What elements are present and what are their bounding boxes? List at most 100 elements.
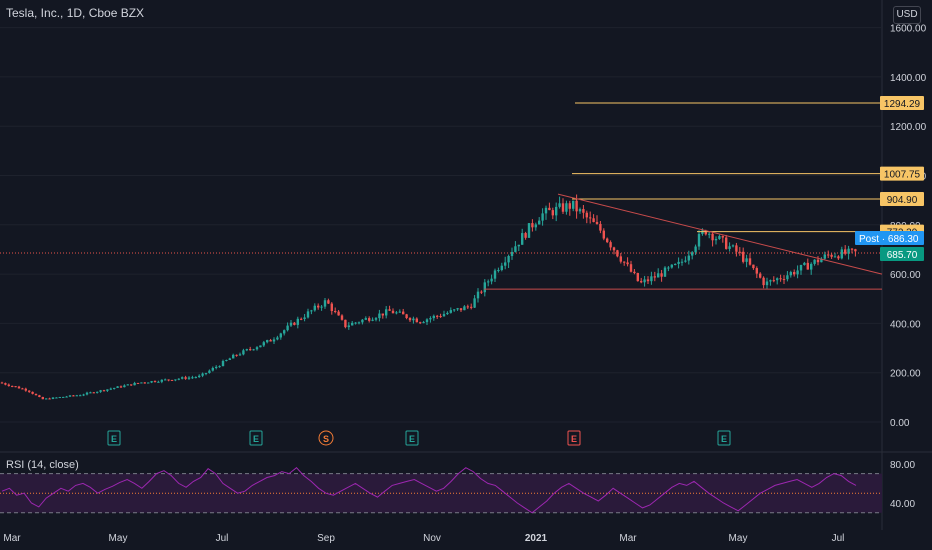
candle-body (62, 396, 65, 398)
event-code: S (323, 434, 329, 444)
candle-body (361, 319, 364, 323)
candle-body (572, 200, 575, 209)
candle-body (136, 382, 140, 384)
candle-body (191, 377, 194, 379)
earnings-event-icon (249, 430, 263, 446)
candle-body (500, 265, 503, 271)
candle-body (473, 298, 476, 308)
candle-body (643, 279, 646, 283)
candle-body (279, 333, 282, 338)
candle-body (524, 233, 527, 238)
candle-body (238, 354, 242, 356)
candle-body (772, 280, 775, 282)
candle-body (58, 397, 61, 399)
candle-body (160, 379, 163, 382)
candle-body (276, 337, 279, 340)
candle-body (636, 273, 639, 282)
candle-body (289, 322, 293, 326)
x-tick-label: 2021 (525, 533, 548, 544)
candle-body (793, 272, 796, 275)
candle-body (402, 311, 405, 315)
candle-body (745, 258, 748, 262)
candle-body (684, 260, 687, 262)
candle-body (582, 209, 585, 213)
candle-body (453, 309, 456, 311)
candle-body (680, 261, 684, 263)
candle-body (184, 377, 187, 379)
candle-body (470, 306, 473, 308)
candle-body (242, 350, 245, 355)
candle-body (283, 330, 286, 334)
candle-body (765, 281, 769, 286)
candle-body (616, 250, 619, 257)
candle-body (538, 220, 541, 225)
candle-body (782, 279, 786, 281)
candle-body (344, 319, 347, 328)
candle-body (51, 397, 55, 399)
candle-body (391, 310, 395, 314)
candle-body (55, 397, 58, 399)
candle-body (11, 385, 14, 387)
candle-body (174, 379, 177, 381)
candle-body (337, 311, 340, 316)
candle-body (701, 230, 704, 234)
candle-body (177, 378, 180, 380)
candle-body (769, 280, 772, 282)
candle-body (425, 319, 429, 323)
candle-body (371, 319, 374, 321)
candle-body (823, 254, 826, 259)
candle-body (228, 358, 231, 360)
candle-body (351, 322, 354, 326)
candle-body (17, 386, 21, 389)
candle-body (82, 394, 85, 396)
candle-body (687, 255, 690, 261)
candle-body (674, 263, 677, 265)
post-badge (855, 230, 924, 245)
level-badge (880, 95, 924, 110)
candle-body (854, 249, 857, 252)
candle-body (75, 395, 78, 397)
candle-body (28, 390, 31, 392)
candle-body (677, 261, 680, 264)
rsi-label: RSI (14, close) (6, 459, 79, 471)
candle-body (68, 395, 72, 397)
candle-body (711, 233, 714, 241)
candle-body (320, 306, 323, 308)
candle-body (507, 256, 510, 263)
candle-body (259, 345, 262, 348)
candle-body (255, 347, 259, 350)
candle-body (245, 349, 248, 351)
last-price-badge (880, 246, 924, 261)
candle-body (490, 278, 493, 282)
candle-body (721, 236, 724, 238)
candle-body (398, 311, 401, 313)
candle-body (527, 223, 531, 238)
candle-body (653, 276, 656, 278)
candle-body (269, 340, 272, 342)
candle-body (844, 249, 847, 254)
event-code: E (721, 434, 727, 444)
candle-body (133, 382, 136, 386)
x-tick-label: Jul (832, 533, 845, 544)
candle-body (514, 246, 517, 252)
candle-body (327, 300, 330, 304)
candle-body (388, 309, 391, 311)
currency-badge[interactable]: USD (893, 6, 921, 24)
candle-body (803, 262, 806, 265)
candle-body (738, 251, 741, 253)
candle-body (551, 210, 554, 216)
candle-body (153, 381, 157, 383)
x-tick-label: Mar (3, 533, 21, 544)
x-tick-label: May (109, 533, 128, 544)
candle-body (592, 218, 595, 223)
candle-body (266, 340, 269, 343)
candle-body (198, 375, 201, 378)
candle-body (640, 281, 643, 283)
candle-body (310, 310, 313, 312)
candle-body (480, 291, 483, 293)
post-label: Post · 686.30 (859, 234, 919, 245)
candle-body (548, 207, 551, 211)
candle-body (575, 200, 578, 212)
chart-title: Tesla, Inc., 1D, Cboe BZX (6, 6, 145, 20)
